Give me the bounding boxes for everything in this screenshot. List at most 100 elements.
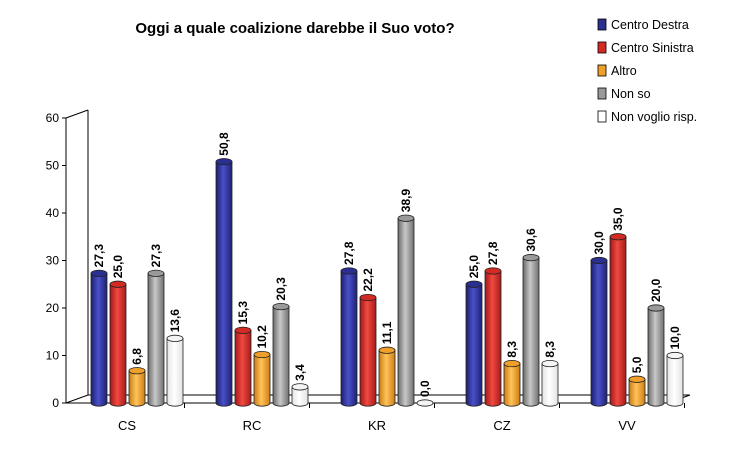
bar-top (272, 302, 290, 311)
bar-body (503, 363, 521, 407)
bar-body (628, 378, 646, 407)
value-label: 0,0 (418, 380, 432, 397)
bar-top (359, 293, 377, 302)
value-label: 20,3 (274, 277, 288, 301)
bar-non-voglio-risp--rc (291, 383, 309, 407)
legend-label: Altro (611, 64, 637, 78)
bar-body (378, 349, 396, 407)
bar-altro-rc (253, 350, 271, 407)
bar-non-so-cs (147, 269, 165, 407)
bar-centro-destra-rc (215, 158, 233, 407)
bar-body (147, 272, 165, 407)
legend-label: Centro Destra (611, 18, 689, 32)
bar-body (647, 307, 665, 407)
bar-top (215, 158, 233, 166)
value-label: 8,3 (505, 341, 519, 358)
bar-centro-sinistra-cs (109, 280, 127, 407)
bar-non-voglio-risp--cs (166, 334, 184, 407)
bar-body (90, 272, 108, 407)
bar-centro-sinistra-rc (234, 326, 252, 407)
value-label: 27,3 (149, 244, 163, 268)
bar-top (609, 233, 627, 241)
legend: Centro Destra Centro Sinistra Altro Non so N… (597, 18, 697, 124)
legend-swatch (597, 18, 607, 31)
x-tick-label: RC (243, 418, 262, 433)
bar-body (666, 355, 684, 407)
legend-swatch (597, 41, 607, 54)
y-tick-label: 30 (46, 254, 60, 268)
bar-top (291, 383, 309, 391)
legend-item: Non voglio risp. (597, 110, 697, 124)
value-label: 20,0 (649, 278, 663, 302)
bar-top (503, 359, 521, 368)
value-label: 25,0 (111, 255, 125, 279)
value-label: 30,0 (592, 231, 606, 255)
bar-non-so-vv (647, 304, 665, 407)
bar-top (253, 350, 271, 359)
bar-body (128, 370, 146, 407)
value-label: 30,6 (524, 228, 538, 252)
bar-top (541, 359, 559, 368)
bar-body (484, 270, 502, 407)
bar-non-so-kr (397, 214, 415, 407)
legend-swatch (597, 87, 607, 100)
bar-top (465, 280, 483, 288)
value-label: 25,0 (467, 255, 481, 279)
legend-label: Non voglio risp. (611, 110, 697, 124)
y-tick-label: 20 (46, 301, 60, 315)
bar-centro-sinistra-cz (484, 267, 502, 407)
x-tick-label: CS (118, 418, 136, 433)
value-label: 5,0 (630, 356, 644, 373)
legend-item: Centro Sinistra (597, 41, 694, 55)
bar-altro-kr (378, 346, 396, 407)
value-label: 6,8 (130, 348, 144, 365)
axes: 0 10 20 30 40 50 60 CS RC KR CZ VV (46, 109, 691, 433)
x-tick-label: VV (618, 418, 636, 433)
value-label: 15,3 (236, 301, 250, 325)
bar-body (272, 306, 290, 407)
value-label: 8,3 (543, 341, 557, 358)
bar-centro-sinistra-kr (359, 293, 377, 407)
value-label: 13,6 (168, 309, 182, 333)
bar-centro-sinistra-vv (609, 233, 627, 407)
x-tick-label: CZ (493, 418, 510, 433)
bar-top (484, 267, 502, 275)
bar-centro-destra-kr (340, 267, 358, 407)
bar-top (666, 351, 684, 360)
bar-top (90, 269, 108, 277)
bar-non-so-cz (522, 254, 540, 407)
value-label: 27,8 (486, 241, 500, 265)
legend-item: Centro Destra (597, 18, 689, 32)
bar-body (109, 283, 127, 407)
bar-body (359, 297, 377, 407)
bar-non-voglio-risp--vv (666, 351, 684, 407)
bar-top (647, 304, 665, 312)
bar-body (522, 257, 540, 407)
bar-body (215, 161, 233, 407)
bar-top (628, 375, 646, 383)
bar-body (340, 270, 358, 407)
bar-top (416, 399, 434, 407)
value-label: 27,8 (342, 241, 356, 265)
bar-non-so-rc (272, 302, 290, 407)
bar-altro-vv (628, 375, 646, 407)
value-label: 11,1 (380, 321, 394, 344)
bar-non-voglio-risp--cz (541, 359, 559, 407)
value-label: 3,4 (293, 364, 307, 381)
bar-body (590, 260, 608, 407)
bar-body (541, 363, 559, 407)
bar-body (465, 283, 483, 407)
bar-altro-cs (128, 367, 146, 407)
legend-label: Centro Sinistra (611, 41, 694, 55)
bar-top (109, 280, 127, 288)
bar-body (166, 338, 184, 407)
x-tick-label: KR (368, 418, 386, 433)
value-label: 35,0 (611, 207, 625, 231)
bar-top (234, 326, 252, 334)
bar-altro-cz (503, 359, 521, 407)
value-label: 10,0 (668, 326, 682, 350)
value-label: 10,2 (255, 325, 269, 349)
bar-body (234, 329, 252, 407)
y-tick-label: 60 (46, 111, 60, 125)
